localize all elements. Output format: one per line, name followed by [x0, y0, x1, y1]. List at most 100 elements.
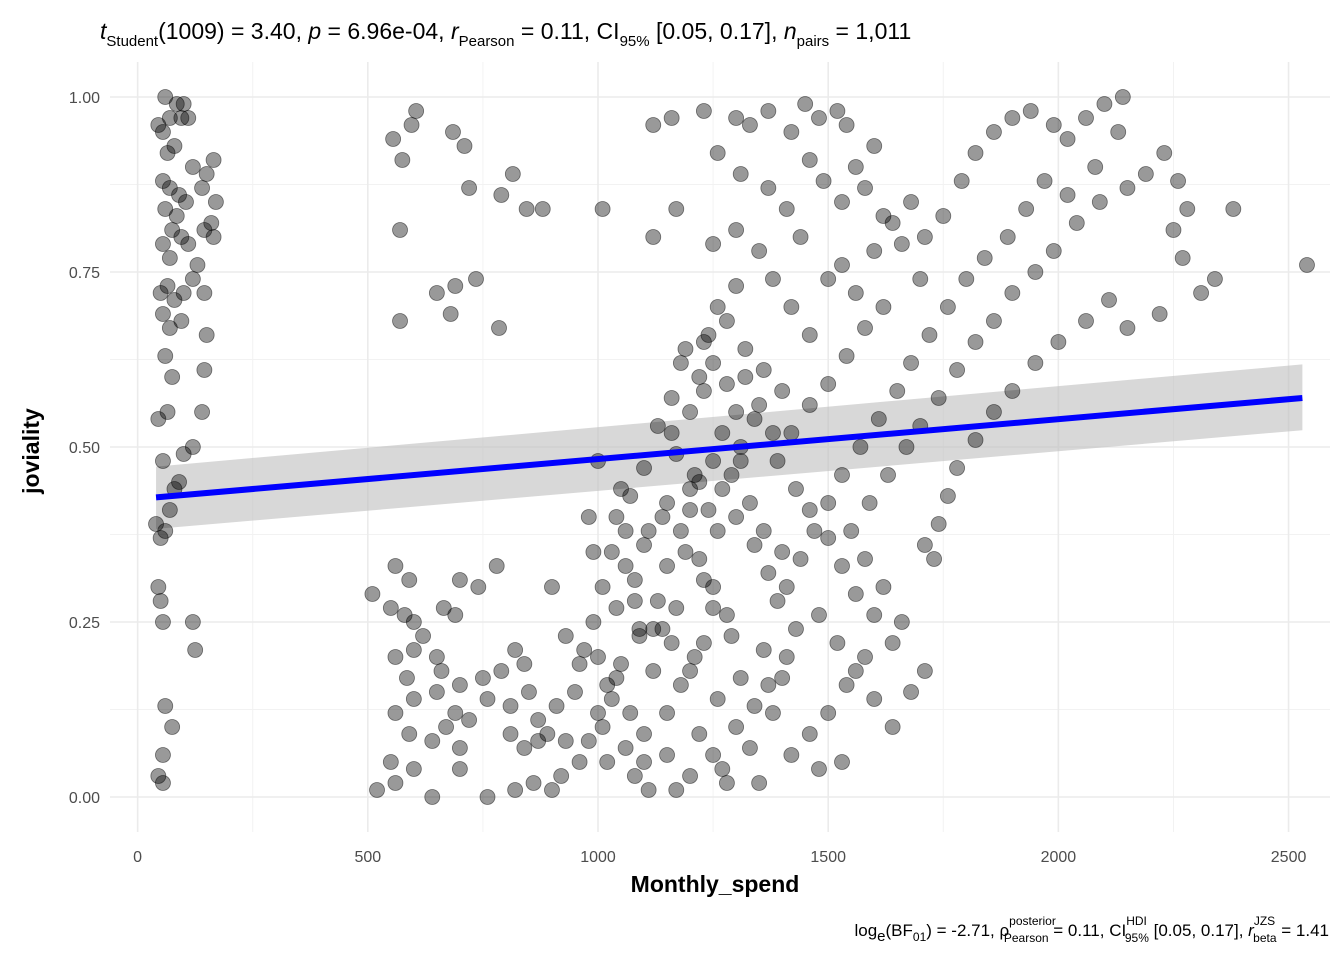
data-point — [682, 768, 698, 784]
data-point — [1151, 306, 1168, 322]
data-point — [668, 201, 685, 217]
data-point — [187, 642, 204, 658]
data-point — [493, 663, 510, 679]
data-point — [155, 453, 171, 469]
hdi-sub: 95% — [1125, 931, 1149, 945]
data-point — [801, 152, 818, 168]
data-point — [603, 544, 620, 560]
data-point — [765, 271, 781, 287]
data-point — [654, 509, 671, 525]
data-point — [491, 320, 507, 336]
data-point — [912, 271, 929, 287]
data-point — [783, 299, 800, 315]
data-point — [677, 341, 694, 357]
data-point — [166, 138, 183, 154]
data-point — [161, 110, 178, 126]
data-point — [686, 649, 703, 665]
data-point — [557, 733, 574, 749]
data-point — [1045, 117, 1062, 133]
y-axis-title: joviality — [18, 408, 44, 495]
data-point — [493, 187, 510, 203]
x-axis-ticks: 0 500 1000 1500 2000 2500 — [133, 849, 1306, 866]
data-point — [435, 600, 452, 616]
data-point — [751, 243, 768, 259]
data-point — [663, 635, 680, 651]
data-point — [408, 103, 425, 119]
data-point — [847, 663, 864, 679]
rbeta-sup: JZS — [1254, 914, 1275, 928]
data-point — [682, 404, 698, 420]
data-point — [866, 607, 883, 623]
data-point — [461, 180, 477, 196]
data-point — [677, 544, 694, 560]
data-point — [580, 509, 597, 525]
log-text: log — [854, 921, 877, 940]
data-point — [164, 719, 181, 735]
data-point — [622, 705, 639, 721]
data-point — [801, 397, 818, 413]
data-point — [723, 628, 740, 644]
t-symbol: t — [100, 18, 108, 44]
r-val: = 0.11, CI — [515, 18, 620, 44]
data-point — [668, 782, 685, 798]
data-point — [594, 201, 611, 217]
bf-sub: 01 — [913, 930, 927, 944]
data-point — [645, 621, 662, 637]
data-point — [617, 740, 634, 756]
data-point — [173, 313, 190, 329]
data-point — [672, 355, 689, 371]
data-point — [567, 684, 583, 700]
data-point — [171, 187, 187, 203]
data-point — [774, 544, 791, 560]
data-point — [834, 257, 850, 273]
data-point — [1119, 180, 1136, 196]
data-point — [742, 740, 758, 756]
data-point — [682, 502, 698, 518]
data-point — [1078, 110, 1094, 126]
data-point — [198, 166, 215, 182]
data-point — [755, 642, 772, 658]
data-point — [580, 733, 597, 749]
data-point — [659, 558, 675, 574]
data-point — [976, 250, 993, 266]
data-point — [518, 201, 535, 217]
data-point — [1170, 173, 1186, 189]
data-point — [857, 649, 873, 665]
data-point — [705, 355, 721, 371]
data-point — [507, 642, 524, 658]
data-point — [447, 278, 464, 294]
data-point — [778, 579, 795, 595]
data-point — [820, 376, 837, 392]
data-point — [392, 222, 408, 238]
data-point — [198, 327, 215, 343]
data-point — [820, 530, 837, 546]
data-point — [530, 712, 547, 728]
data-point — [447, 607, 464, 623]
data-point — [870, 411, 887, 427]
data-point — [155, 236, 171, 252]
data-point — [788, 481, 804, 497]
data-point — [585, 544, 602, 560]
rho-symbol: ρ — [999, 921, 1009, 940]
data-point — [719, 313, 735, 329]
data-point — [801, 327, 818, 343]
data-point — [893, 614, 910, 630]
data-point — [709, 691, 726, 707]
data-point — [866, 691, 883, 707]
data-point — [949, 362, 965, 378]
data-point — [916, 663, 933, 679]
data-point — [415, 628, 431, 644]
data-point — [986, 124, 1002, 140]
data-point — [1068, 215, 1085, 231]
data-point — [695, 103, 712, 119]
bf-text: (BF — [886, 921, 913, 940]
data-point — [732, 453, 749, 469]
data-point — [168, 96, 185, 112]
data-point — [1045, 243, 1062, 259]
data-point — [728, 278, 745, 294]
data-point — [861, 495, 878, 511]
data-point — [150, 411, 167, 427]
data-point — [649, 418, 666, 434]
data-point — [746, 698, 763, 714]
data-point — [387, 649, 404, 665]
